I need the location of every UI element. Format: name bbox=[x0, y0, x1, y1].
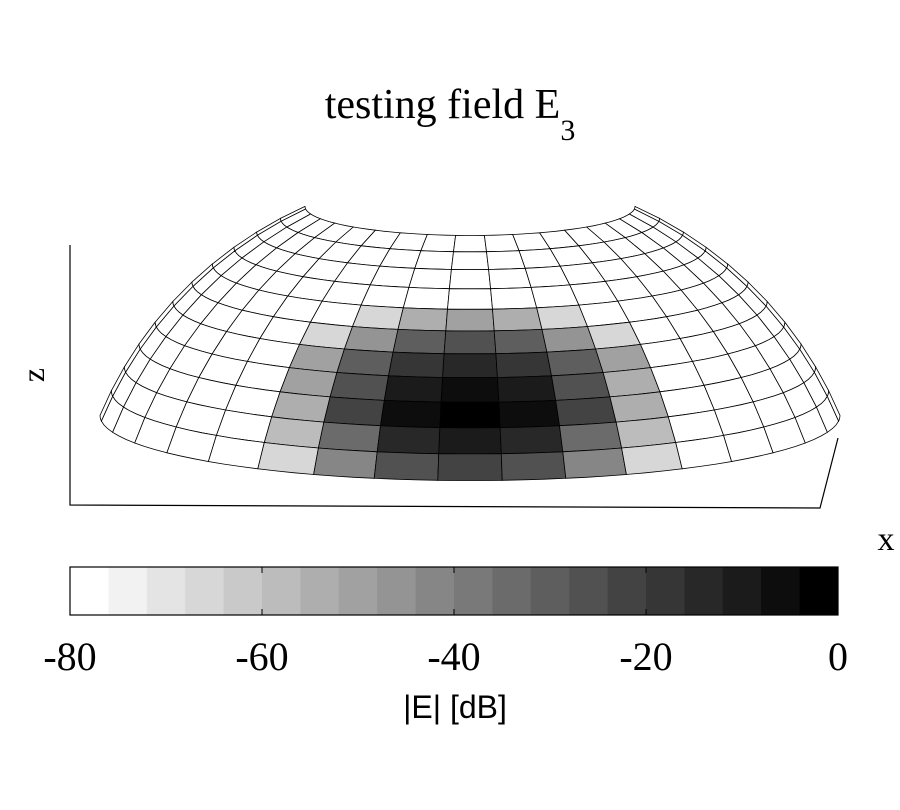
colorbar-swatch bbox=[223, 567, 263, 615]
surface-patch bbox=[453, 234, 487, 253]
surface-patch bbox=[546, 348, 604, 377]
colorbar-tick-label: -40 bbox=[427, 634, 480, 679]
surface-patch bbox=[414, 250, 454, 270]
chart-title: testing field E3 bbox=[325, 82, 576, 147]
surface-patch bbox=[541, 326, 597, 353]
colorbar-swatch bbox=[684, 567, 724, 615]
colorbar-swatch bbox=[569, 567, 609, 615]
surface-patch bbox=[438, 427, 502, 455]
colorbar-tick-label: -60 bbox=[235, 634, 288, 679]
surface-patch bbox=[380, 399, 442, 429]
surface-patch bbox=[437, 453, 503, 481]
surface-patch bbox=[439, 401, 501, 429]
colorbar: -80 -60 -40 -20 0 bbox=[43, 566, 848, 679]
surface-patch bbox=[313, 447, 378, 479]
colorbar-swatch bbox=[530, 567, 570, 615]
surface bbox=[99, 205, 841, 481]
colorbar-tick-label: -20 bbox=[619, 634, 672, 679]
surface-patch bbox=[317, 421, 381, 453]
surface-patch bbox=[383, 375, 444, 403]
colorbar-label: |E| [dB] bbox=[403, 689, 507, 725]
surface-patch bbox=[450, 251, 490, 271]
colorbar-swatch bbox=[799, 567, 839, 615]
surface-patch bbox=[826, 389, 841, 423]
surface-patch bbox=[360, 284, 410, 309]
colorbar-swatch bbox=[646, 567, 685, 615]
surface-patch bbox=[402, 286, 450, 310]
surface-patch bbox=[257, 442, 319, 475]
surface-patch bbox=[388, 351, 445, 378]
surface-patch bbox=[493, 328, 548, 355]
surface-patch bbox=[408, 267, 452, 290]
surface-patch bbox=[536, 304, 589, 330]
title-subscript: 3 bbox=[560, 114, 575, 147]
surface-patch bbox=[336, 348, 394, 377]
surface-patch bbox=[562, 447, 627, 479]
title-main: testing field E bbox=[325, 82, 561, 128]
colorbar-swatch bbox=[454, 567, 493, 615]
surface-patch bbox=[621, 442, 683, 475]
surface-patch bbox=[376, 425, 441, 455]
surface-patch bbox=[343, 326, 399, 353]
surface-patch bbox=[490, 286, 538, 310]
colorbar-swatch bbox=[108, 567, 148, 615]
colorbar-swatch bbox=[146, 567, 186, 615]
surface-patch bbox=[498, 399, 560, 429]
surface-patch bbox=[486, 250, 526, 270]
colorbar-swatch bbox=[492, 567, 532, 615]
surface-patch bbox=[492, 307, 543, 332]
surface-patch bbox=[496, 375, 557, 403]
surface-patch bbox=[448, 269, 492, 290]
colorbar-swatch bbox=[415, 567, 455, 615]
x-axis-label: x bbox=[878, 521, 895, 558]
surface-patch bbox=[373, 451, 440, 481]
colorbar-swatch bbox=[722, 567, 762, 615]
colorbar-swatch bbox=[607, 567, 647, 615]
colorbar-swatch bbox=[377, 567, 417, 615]
colorbar-swatch bbox=[761, 567, 801, 615]
surface-patch bbox=[551, 372, 611, 401]
surface-patch bbox=[447, 288, 493, 310]
colorbar-swatch bbox=[262, 567, 301, 615]
surface-patch bbox=[559, 421, 623, 453]
colorbar-swatch bbox=[338, 567, 378, 615]
surface-patch bbox=[555, 396, 617, 427]
surface-patch bbox=[351, 304, 404, 330]
surface-patch bbox=[445, 308, 495, 332]
surface-patch bbox=[420, 234, 457, 253]
z-axis-label: z bbox=[15, 368, 51, 382]
surface-patch bbox=[397, 307, 448, 332]
colorbar-swatch bbox=[185, 567, 225, 615]
colorbar-tick-label: -80 bbox=[43, 634, 96, 679]
surface-patch bbox=[440, 377, 500, 403]
surface-patch bbox=[495, 351, 552, 378]
surface-patch bbox=[499, 425, 564, 455]
surface-patch bbox=[442, 353, 498, 379]
surface-patch bbox=[329, 372, 389, 401]
surface-patch bbox=[488, 267, 532, 290]
surface-patch bbox=[323, 396, 385, 427]
colorbar-swatch bbox=[70, 567, 109, 615]
surface-patch bbox=[443, 330, 497, 355]
surface-patch bbox=[392, 328, 447, 355]
surface-patch bbox=[500, 451, 567, 481]
axis-box bbox=[69, 245, 839, 509]
colorbar-swatch bbox=[300, 567, 340, 615]
colorbar-tick-label: 0 bbox=[828, 634, 848, 679]
